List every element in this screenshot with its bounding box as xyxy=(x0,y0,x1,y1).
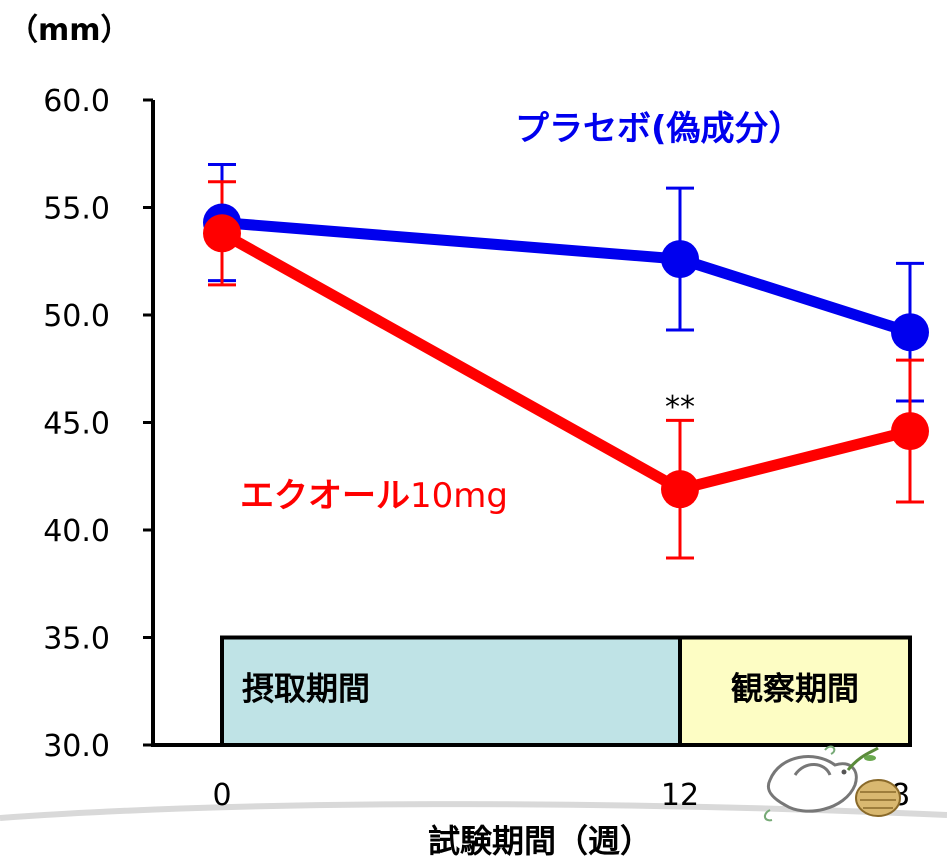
swirl-1 xyxy=(824,745,836,755)
dove-illustration xyxy=(764,745,901,822)
y-tick-label: 60.0 xyxy=(43,84,110,119)
legend-placebo: プラセボ(偽成分） xyxy=(515,109,803,149)
y-tick-label: 55.0 xyxy=(43,192,110,227)
y-tick-label: 50.0 xyxy=(43,299,110,334)
legend-equol-main: エクオール xyxy=(240,476,410,516)
series-lines xyxy=(219,217,912,495)
legend-equol: エクオール10mg xyxy=(240,476,508,516)
y-tick-label: 45.0 xyxy=(43,407,110,442)
y-tick-labels: 60.0 55.0 50.0 45.0 40.0 35.0 30.0 xyxy=(43,84,110,764)
data-point xyxy=(661,240,699,279)
x-tick-label: 0 xyxy=(212,778,231,813)
dove-wing xyxy=(793,763,832,776)
olive-branch xyxy=(846,746,879,771)
basket xyxy=(855,779,901,817)
series-line xyxy=(221,217,912,338)
olive-leaf xyxy=(864,755,876,761)
dove-body xyxy=(766,755,858,813)
data-point xyxy=(203,214,241,253)
swirl-2 xyxy=(764,809,773,822)
series-points xyxy=(203,203,929,509)
significance-annotation: ** xyxy=(665,390,695,425)
x-axis-label: 試験期間（週） xyxy=(428,822,652,860)
basket-weave xyxy=(860,791,896,809)
legend-equol-suffix: 10mg xyxy=(410,476,508,516)
data-point xyxy=(661,470,699,509)
annotations: ** xyxy=(665,390,695,425)
series-line xyxy=(219,228,912,495)
x-tick-label: 12 xyxy=(661,778,699,813)
phase-bands: 摂取期間 観察期間 xyxy=(220,635,912,747)
phase-label: 観察期間 xyxy=(731,670,859,708)
y-tick-label: 40.0 xyxy=(43,514,110,549)
data-point xyxy=(891,412,929,451)
phase-band xyxy=(678,635,912,747)
y-tick-label: 35.0 xyxy=(43,622,110,657)
phase-label: 摂取期間 xyxy=(242,670,370,708)
dove-eye xyxy=(841,769,847,775)
y-axis: 60.0 55.0 50.0 45.0 40.0 35.0 30.0 xyxy=(43,84,155,764)
unit-label: （mm） xyxy=(8,13,131,48)
y-tick-label: 30.0 xyxy=(43,729,110,764)
data-point xyxy=(891,313,929,352)
